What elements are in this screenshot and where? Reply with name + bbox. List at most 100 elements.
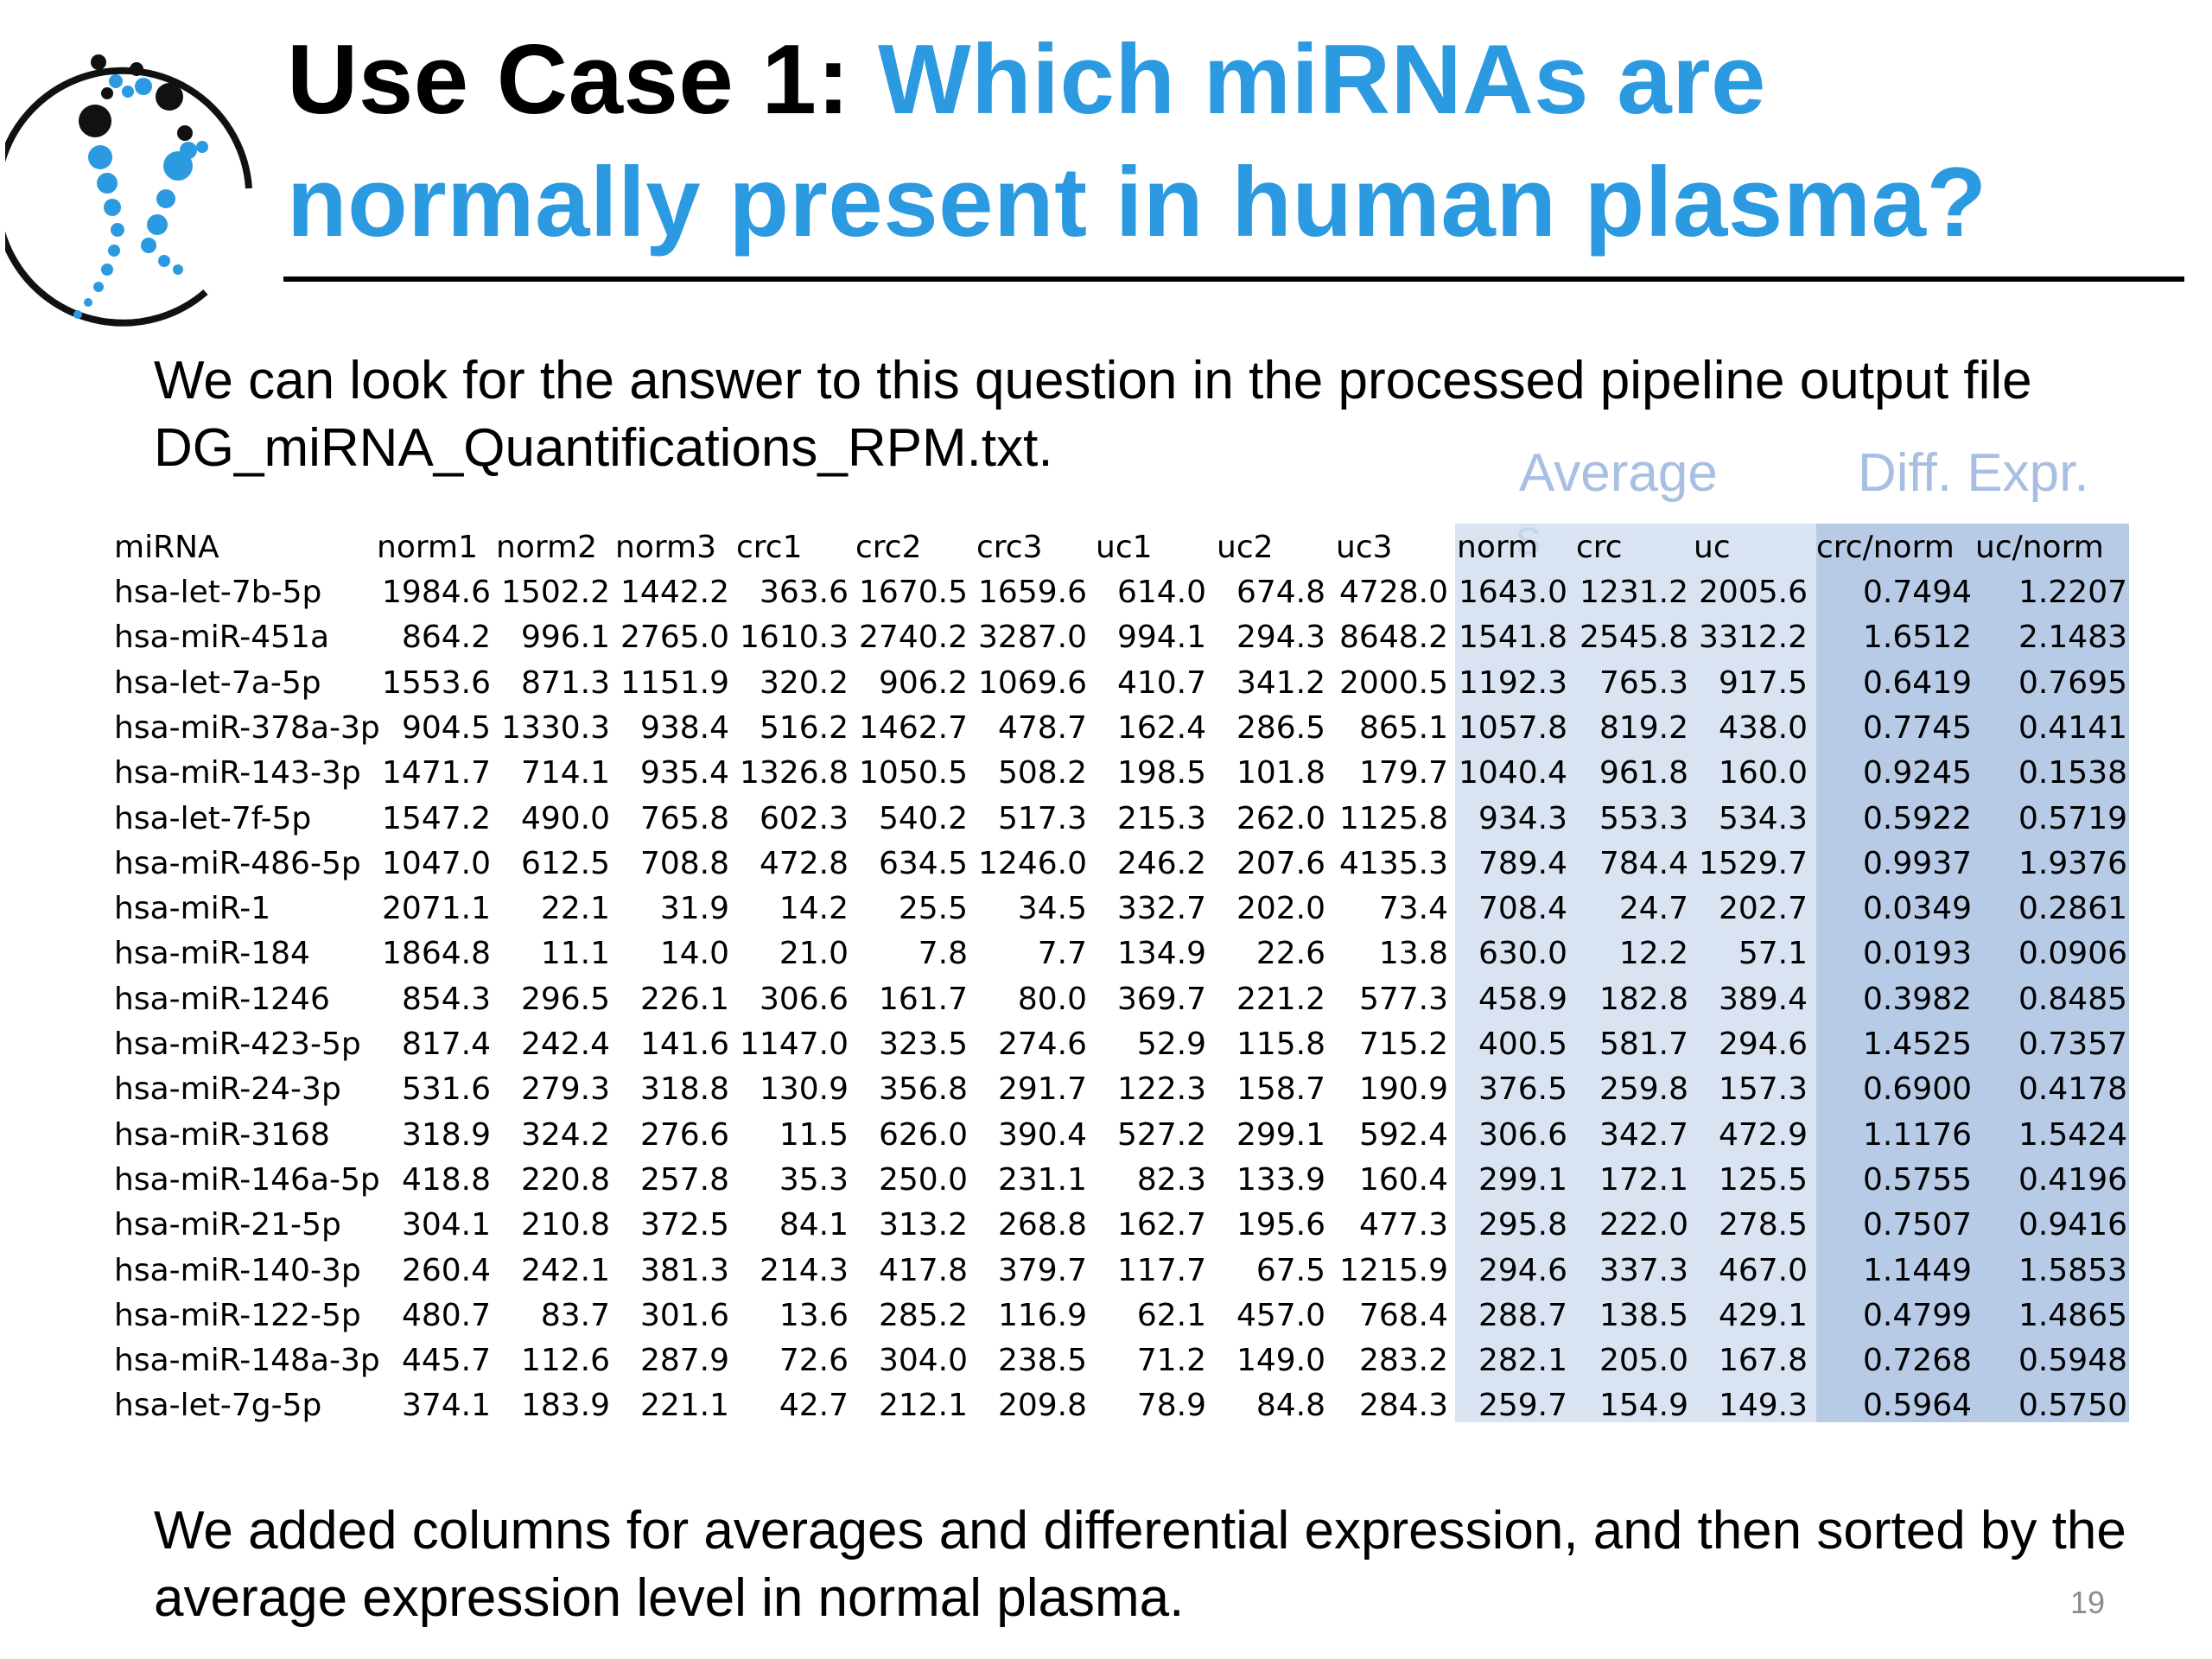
column-header: norm3 [615,530,716,565]
table-cell: 372.5 [639,1207,729,1243]
table-cell: 0.4178 [2018,1071,2127,1108]
table-cell: 162.4 [1116,709,1206,746]
table-cell: 4135.3 [1339,845,1448,881]
table-cell: 299.1 [1236,1116,1325,1153]
mirna-name-cell: hsa-miR-423-5p [114,1027,361,1062]
table-cell: 82.3 [1136,1161,1206,1198]
table-cell: 133.9 [1236,1161,1325,1198]
table-cell: 202.7 [1718,891,1808,927]
table-cell: 1529.7 [1699,845,1808,881]
table-cell: 1.4525 [1863,1027,1972,1062]
table-cell: 0.0349 [1863,891,1972,927]
table-cell: 62.1 [1136,1297,1206,1333]
table-cell: 306.6 [759,981,849,1017]
table-cell: 183.9 [520,1388,610,1424]
table-cell: 222.0 [1599,1207,1688,1243]
table-cell: 0.5750 [2018,1388,2127,1424]
table-cell: 149.0 [1236,1343,1325,1379]
slide-title: Use Case 1: Which miRNAs are normally pr… [287,19,2188,264]
table-cell: 286.5 [1236,709,1325,746]
table-cell: 282.1 [1478,1343,1567,1379]
table-cell: 149.3 [1718,1388,1808,1424]
table-cell: 318.9 [401,1116,491,1153]
title-prefix: Use Case 1: [287,25,879,135]
table-cell: 1215.9 [1339,1252,1448,1288]
table-cell: 57.1 [1738,936,1808,972]
table-cell: 540.2 [878,800,968,836]
table-cell: 116.9 [997,1297,1087,1333]
table-cell: 592.4 [1358,1116,1448,1153]
table-cell: 1326.8 [740,755,849,791]
diff-expr-columns-shading [1816,524,2129,1422]
table-cell: 52.9 [1136,1027,1206,1062]
table-cell: 534.3 [1718,800,1808,836]
table-cell: 817.4 [401,1027,491,1062]
table-cell: 1541.8 [1459,620,1567,656]
table-cell: 577.3 [1358,981,1448,1017]
table-cell: 400.5 [1478,1027,1567,1062]
table-cell: 994.1 [1116,620,1206,656]
column-header: uc2 [1217,530,1274,565]
mirna-name-cell: hsa-let-7b-5p [114,575,322,610]
table-cell: 207.6 [1236,845,1325,881]
page-number: 19 [2070,1585,2106,1620]
mirna-name-cell: hsa-miR-1246 [114,981,330,1017]
table-cell: 0.4141 [2018,709,2127,746]
table-cell: 130.9 [759,1071,849,1108]
mirna-name-cell: hsa-let-7g-5p [114,1388,322,1424]
table-cell: 708.4 [1478,891,1567,927]
table-cell: 472.9 [1718,1116,1808,1153]
table-cell: 1151.9 [620,664,729,701]
table-cell: 318.8 [639,1071,729,1108]
table-cell: 410.7 [1116,664,1206,701]
column-header: uc [1694,530,1731,565]
table-cell: 226.1 [639,981,729,1017]
mirna-name-cell: hsa-miR-21-5p [114,1207,341,1243]
average-group-label: Average [1519,443,1718,503]
table-cell: 1040.4 [1459,755,1567,791]
table-cell: 202.0 [1236,891,1325,927]
table-cell: 279.3 [520,1071,610,1108]
table-cell: 938.4 [639,709,729,746]
logo-icon [5,54,252,327]
table-cell: 268.8 [997,1207,1087,1243]
table-cell: 0.9937 [1863,845,1972,881]
table-cell: 215.3 [1116,800,1206,836]
table-cell: 765.3 [1599,664,1688,701]
table-cell: 0.7695 [2018,664,2127,701]
average-columns-shading [1455,524,1816,1422]
column-header: crc/norm [1816,530,1955,565]
table-cell: 250.0 [878,1161,968,1198]
table-cell: 0.7357 [2018,1027,2127,1062]
table-cell: 374.1 [401,1388,491,1424]
table-cell: 22.1 [540,891,610,927]
table-cell: 1.1449 [1863,1252,1972,1288]
table-cell: 342.7 [1599,1116,1688,1153]
column-header: uc3 [1336,530,1393,565]
column-header: norm2 [496,530,597,565]
table-cell: 674.8 [1236,575,1325,610]
table-cell: 935.4 [639,755,729,791]
table-cell: 294.6 [1478,1252,1567,1288]
table-cell: 0.5964 [1863,1388,1972,1424]
table-cell: 477.3 [1358,1207,1448,1243]
table-cell: 141.6 [639,1027,729,1062]
table-cell: 209.8 [997,1388,1087,1424]
table-cell: 630.0 [1478,936,1567,972]
table-cell: 1.2207 [2018,575,2127,610]
column-header: crc2 [855,530,922,565]
table-cell: 11.1 [540,936,610,972]
table-cell: 260.4 [401,1252,491,1288]
table-cell: 369.7 [1116,981,1206,1017]
mirna-name-cell: hsa-miR-184 [114,936,310,972]
table-cell: 238.5 [997,1343,1087,1379]
table-cell: 819.2 [1599,709,1688,746]
table-cell: 438.0 [1718,709,1808,746]
table-cell: 24.7 [1618,891,1688,927]
table-cell: 306.6 [1478,1116,1567,1153]
table-cell: 11.5 [779,1116,849,1153]
table-cell: 1192.3 [1459,664,1567,701]
table-cell: 2.1483 [2018,620,2127,656]
table-cell: 324.2 [520,1116,610,1153]
table-cell: 198.5 [1116,755,1206,791]
